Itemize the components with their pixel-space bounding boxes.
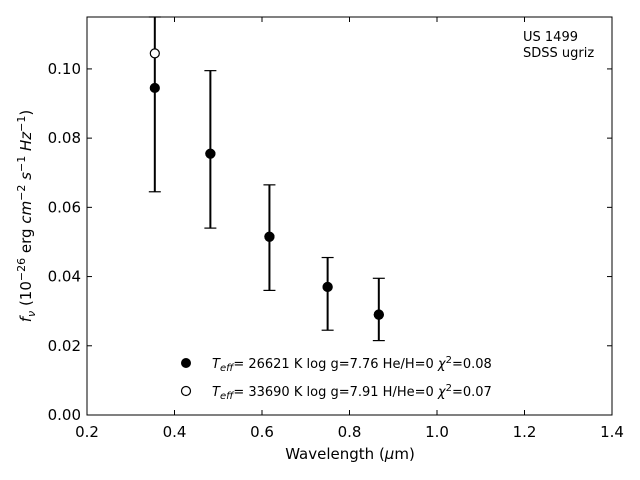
model-point-filled [264, 231, 275, 242]
y-tick-label: 0.10 [48, 60, 81, 78]
legend-marker-open [180, 385, 192, 397]
legend-entry-2: Teff= 33690 K log g=7.91 H/He=0 χ2=0.07 [212, 383, 492, 402]
x-tick-label: 1.0 [425, 423, 449, 441]
model-point-filled [205, 148, 216, 159]
x-tick-label: 1.2 [513, 423, 537, 441]
model-point-open [149, 48, 160, 59]
y-axis-label: fν (10−26 erg cm−2 s−1 Hz−1) [15, 110, 38, 323]
x-tick-label: 0.2 [75, 423, 99, 441]
axes: 0.2 0.4 0.6 0.8 1.0 1.2 1.4 0.00 0.02 0.04 0.06 0.0… [48, 16, 624, 441]
model-point-filled [373, 309, 384, 320]
data-points [149, 48, 384, 320]
error-bars [148, 16, 385, 342]
legend: Teff= 26621 K log g=7.76 He/H=0 χ2=0.08 … [180, 355, 492, 402]
annotation-object: US 1499 [523, 30, 578, 45]
y-tick-label: 0.06 [48, 198, 81, 216]
model-point-filled [322, 281, 333, 293]
legend-marker-filled [181, 358, 191, 368]
y-tick-label: 0.00 [48, 406, 81, 424]
y-tick-label: 0.02 [48, 337, 81, 355]
x-tick-label: 0.8 [338, 423, 362, 441]
x-tick-label: 0.6 [250, 423, 274, 441]
plot-frame [86, 16, 613, 416]
y-tick-label: 0.08 [48, 129, 81, 147]
x-tick-label: 0.4 [163, 423, 187, 441]
model-point-filled [149, 82, 160, 94]
legend-entry-1: Teff= 26621 K log g=7.76 He/H=0 χ2=0.08 [212, 355, 492, 374]
x-axis-label: Wavelength (μm) [285, 445, 415, 463]
annotation-survey: SDSS ugriz [523, 46, 594, 61]
y-tick-label: 0.04 [48, 268, 81, 286]
x-tick-label: 1.4 [600, 423, 624, 441]
